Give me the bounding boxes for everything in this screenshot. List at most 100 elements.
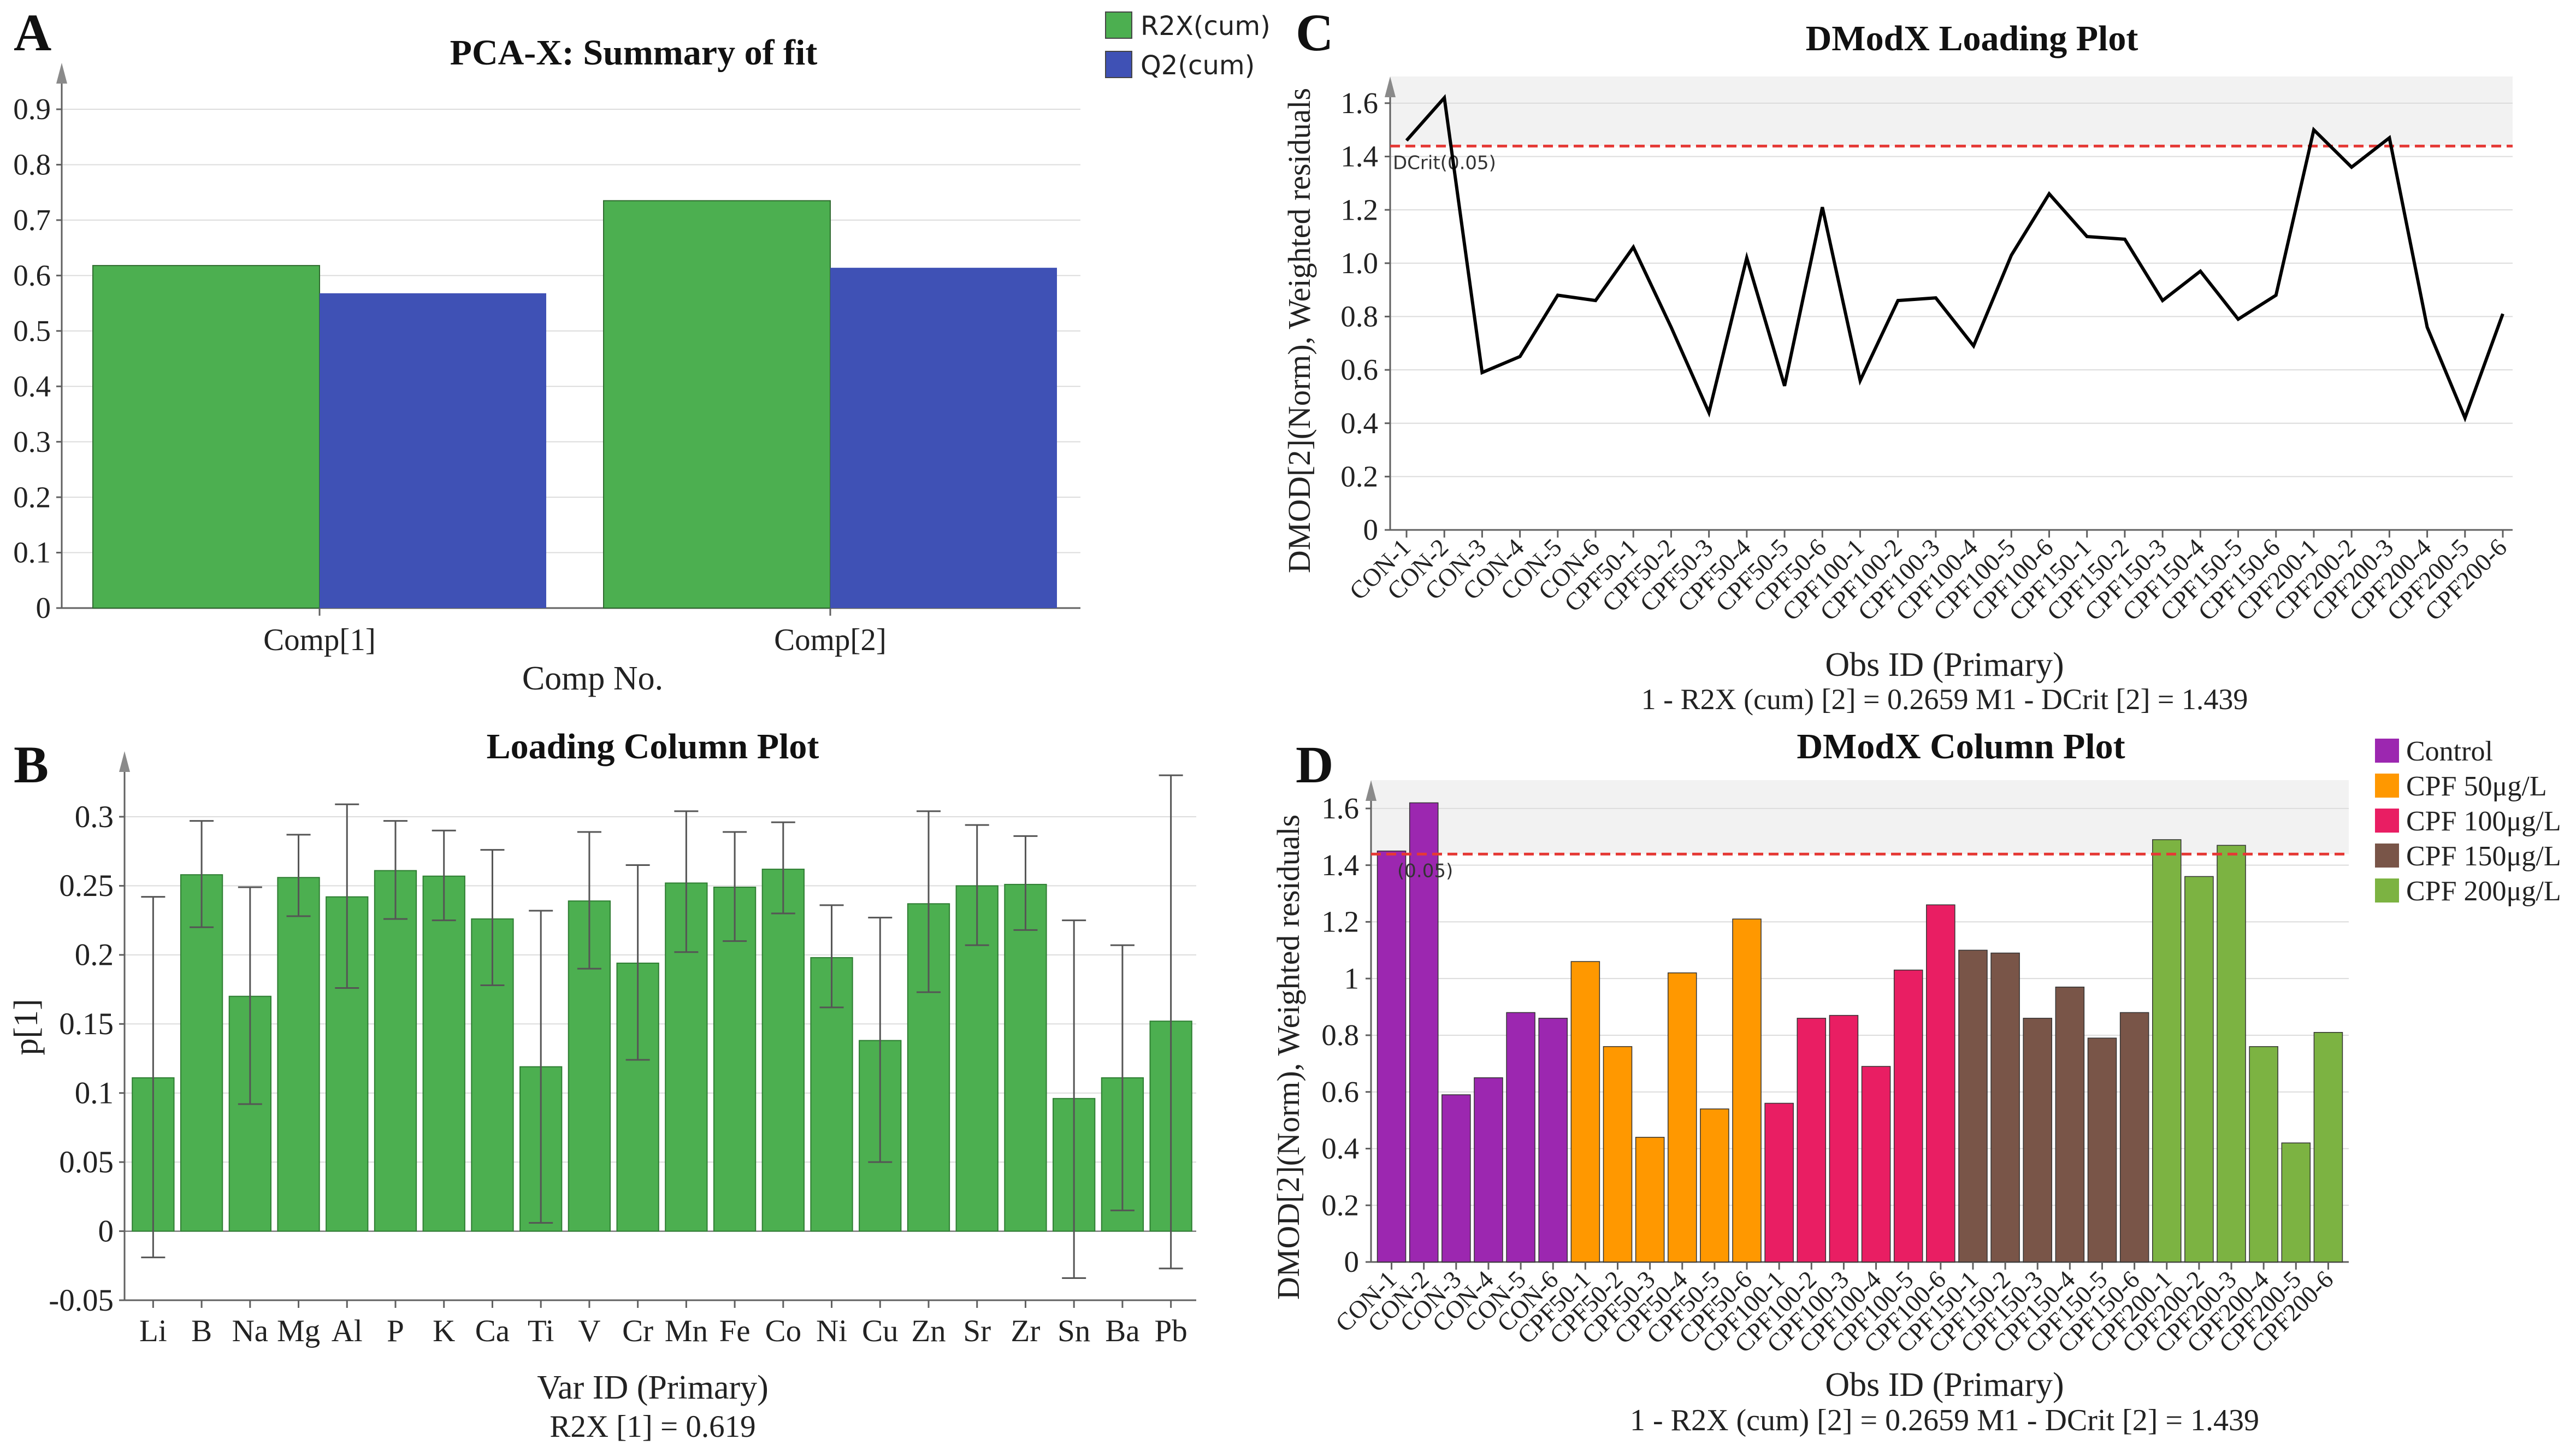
data-point — [2011, 255, 2012, 256]
y-tick-label: 0 — [1344, 1245, 1360, 1278]
panel-letter: C — [1296, 3, 1333, 62]
legend-label: CPF 100μg/L — [2406, 806, 2561, 837]
x-tick-label: Li — [139, 1314, 167, 1348]
x-tick-label: Cr — [622, 1314, 653, 1348]
bar — [1376, 850, 1407, 1263]
x-tick-label: Ni — [816, 1314, 847, 1348]
y-tick-label: 0.05 — [59, 1145, 114, 1179]
bar — [1700, 1108, 1729, 1263]
bar — [2249, 1046, 2278, 1263]
x-tick-label: Zr — [1011, 1314, 1041, 1348]
y-tick-label: 0.4 — [1321, 1132, 1359, 1165]
y-tick-label: 0.25 — [59, 869, 114, 903]
legend-label: CPF 150μg/L — [2406, 841, 2561, 872]
y-tick-label: 1.4 — [1340, 140, 1378, 173]
bar — [2184, 876, 2214, 1263]
x-tick-label: Cu — [862, 1314, 899, 1348]
panel-a: A PCA-X: Summary of fit 0 0.1 0.2 0.3 0.4 0.5 0.… — [13, 3, 1271, 697]
bar — [2119, 1012, 2149, 1263]
y-tick-label: 0.2 — [1340, 460, 1378, 493]
y-tick-label: 0 — [98, 1214, 114, 1248]
y-tick-label: 1.2 — [1321, 905, 1359, 939]
data-point — [2200, 270, 2201, 272]
bar — [1732, 918, 1762, 1263]
y-tick-label: 0.8 — [13, 148, 51, 181]
y-tick-label: 0.1 — [13, 536, 51, 569]
bar — [92, 265, 320, 609]
chart-title: DModX Column Plot — [1797, 727, 2125, 766]
y-axis-arrow-icon — [56, 63, 67, 84]
panel-letter: A — [14, 3, 51, 62]
bar — [180, 874, 223, 1232]
y-tick-label: 0.8 — [1340, 300, 1378, 333]
x-axis-label: Obs ID (Primary) — [1825, 1366, 2064, 1403]
bar — [761, 869, 805, 1232]
bar — [422, 875, 465, 1232]
footnote: R2X [1] = 0.619 — [550, 1409, 755, 1444]
data-point — [2313, 129, 2314, 131]
legend-label: CPF 50μg/L — [2406, 771, 2547, 802]
y-axis-label: DMOD[2](Norm), Weighted residuals — [1271, 815, 1306, 1300]
x-tick-label: Fe — [719, 1314, 751, 1348]
legend-swatch — [1105, 51, 1132, 78]
data-point — [1557, 294, 1558, 296]
y-tick-label: 1.6 — [1340, 86, 1378, 120]
bar — [1926, 904, 1955, 1263]
y-tick-label: 0.5 — [13, 314, 51, 347]
bar — [1667, 972, 1697, 1263]
footnote: 1 - R2X (cum) [2] = 0.2659 M1 - DCrit [2… — [1641, 683, 2248, 716]
series-line — [1405, 94, 2504, 423]
legend-swatch — [2375, 774, 2399, 798]
y-tick-label: 0 — [1363, 513, 1379, 546]
legend-swatch — [2375, 739, 2399, 763]
bar — [1474, 1077, 1503, 1263]
data-point — [1822, 207, 1823, 208]
y-tick-label: 1.4 — [1321, 848, 1359, 882]
legend-swatch — [2375, 809, 2399, 833]
dcrit-label: DCrit(0.05) — [1393, 152, 1496, 174]
x-tick-label: Al — [332, 1314, 363, 1348]
legend-swatch — [1105, 11, 1132, 39]
y-tick-label: 0.2 — [1321, 1188, 1359, 1222]
bar — [1797, 1018, 1827, 1263]
y-tick-label: 0.3 — [75, 800, 114, 834]
y-tick-label: -0.05 — [49, 1283, 114, 1318]
bar — [277, 877, 320, 1232]
y-tick-label: 0.6 — [1340, 353, 1378, 386]
y-tick-label: 0.4 — [13, 369, 51, 403]
panel-c: C DModX Loading Plot 0 0.2 0.4 0.6 0.8 1.0 1.2 1.… — [1281, 3, 2513, 716]
bar — [2152, 839, 2182, 1263]
y-tick-label: 0.9 — [13, 92, 51, 126]
x-tick-label: Pb — [1155, 1314, 1187, 1348]
y-tick-label: 1.2 — [1340, 193, 1378, 226]
bar — [1441, 1094, 1471, 1263]
bar — [830, 268, 1057, 608]
y-axis-arrow-icon — [1385, 76, 1396, 97]
y-axis-label: p[1] — [8, 999, 45, 1055]
legend-swatch — [2375, 844, 2399, 868]
bar — [603, 200, 831, 609]
chart-title: PCA-X: Summary of fit — [450, 33, 818, 73]
bar — [713, 886, 757, 1232]
bar — [1635, 1136, 1665, 1263]
y-tick-label: 0 — [36, 591, 51, 624]
x-axis-label: Comp No. — [522, 660, 663, 697]
x-tick-label: P — [387, 1314, 404, 1348]
bar — [1409, 802, 1439, 1263]
bar — [374, 870, 417, 1232]
y-tick-label: 0.8 — [1321, 1018, 1359, 1052]
critical-zone — [1371, 780, 2349, 854]
y-tick-label: 0.3 — [13, 425, 51, 458]
x-tick-label: Ba — [1105, 1314, 1139, 1348]
y-tick-label: 1.6 — [1321, 792, 1359, 825]
bar — [1764, 1102, 1794, 1263]
dcrit-label: (0.05) — [1397, 860, 1453, 882]
y-axis-label: DMOD[2](Norm), Weighted residuals — [1281, 88, 1317, 573]
x-tick-label: Mg — [277, 1314, 320, 1348]
bar — [320, 293, 546, 608]
y-tick-label: 0.1 — [75, 1076, 114, 1111]
x-tick-label: Sr — [963, 1314, 991, 1348]
bar — [2055, 986, 2085, 1263]
bar — [1990, 952, 2020, 1263]
